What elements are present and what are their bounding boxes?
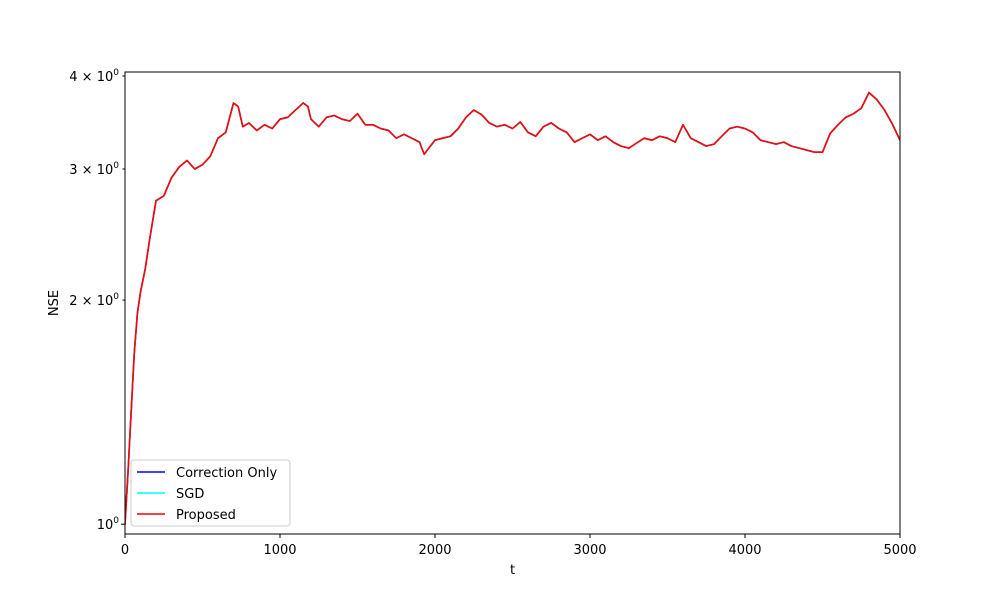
y-tick-label: 3 × 100	[69, 161, 119, 178]
legend-label: Correction Only	[176, 466, 277, 481]
y-axis: 100 2 × 100 3 × 100 4 × 100	[69, 68, 125, 533]
x-tick-label: 4000	[728, 543, 761, 558]
y-tick-label: 4 × 100	[69, 68, 119, 85]
x-tick-label: 2000	[418, 543, 451, 558]
x-tick-label: 1000	[263, 543, 296, 558]
legend: Correction Only SGD Proposed	[130, 459, 291, 527]
series-line-proposed	[125, 91, 900, 525]
series-layer	[125, 91, 900, 525]
x-tick-label: 0	[121, 543, 129, 558]
y-axis-label: NSE	[47, 290, 62, 316]
x-tick-label: 3000	[573, 543, 606, 558]
legend-label: Proposed	[176, 508, 236, 523]
legend-box	[130, 459, 291, 527]
x-axis-label: t	[510, 563, 515, 578]
y-tick-label: 100	[97, 516, 120, 533]
x-axis: 0 1000 2000 3000 4000 5000	[121, 534, 917, 558]
plot-frame	[124, 71, 901, 535]
y-tick-label: 2 × 100	[69, 292, 119, 309]
legend-label: SGD	[176, 487, 204, 502]
x-tick-label: 5000	[883, 543, 916, 558]
